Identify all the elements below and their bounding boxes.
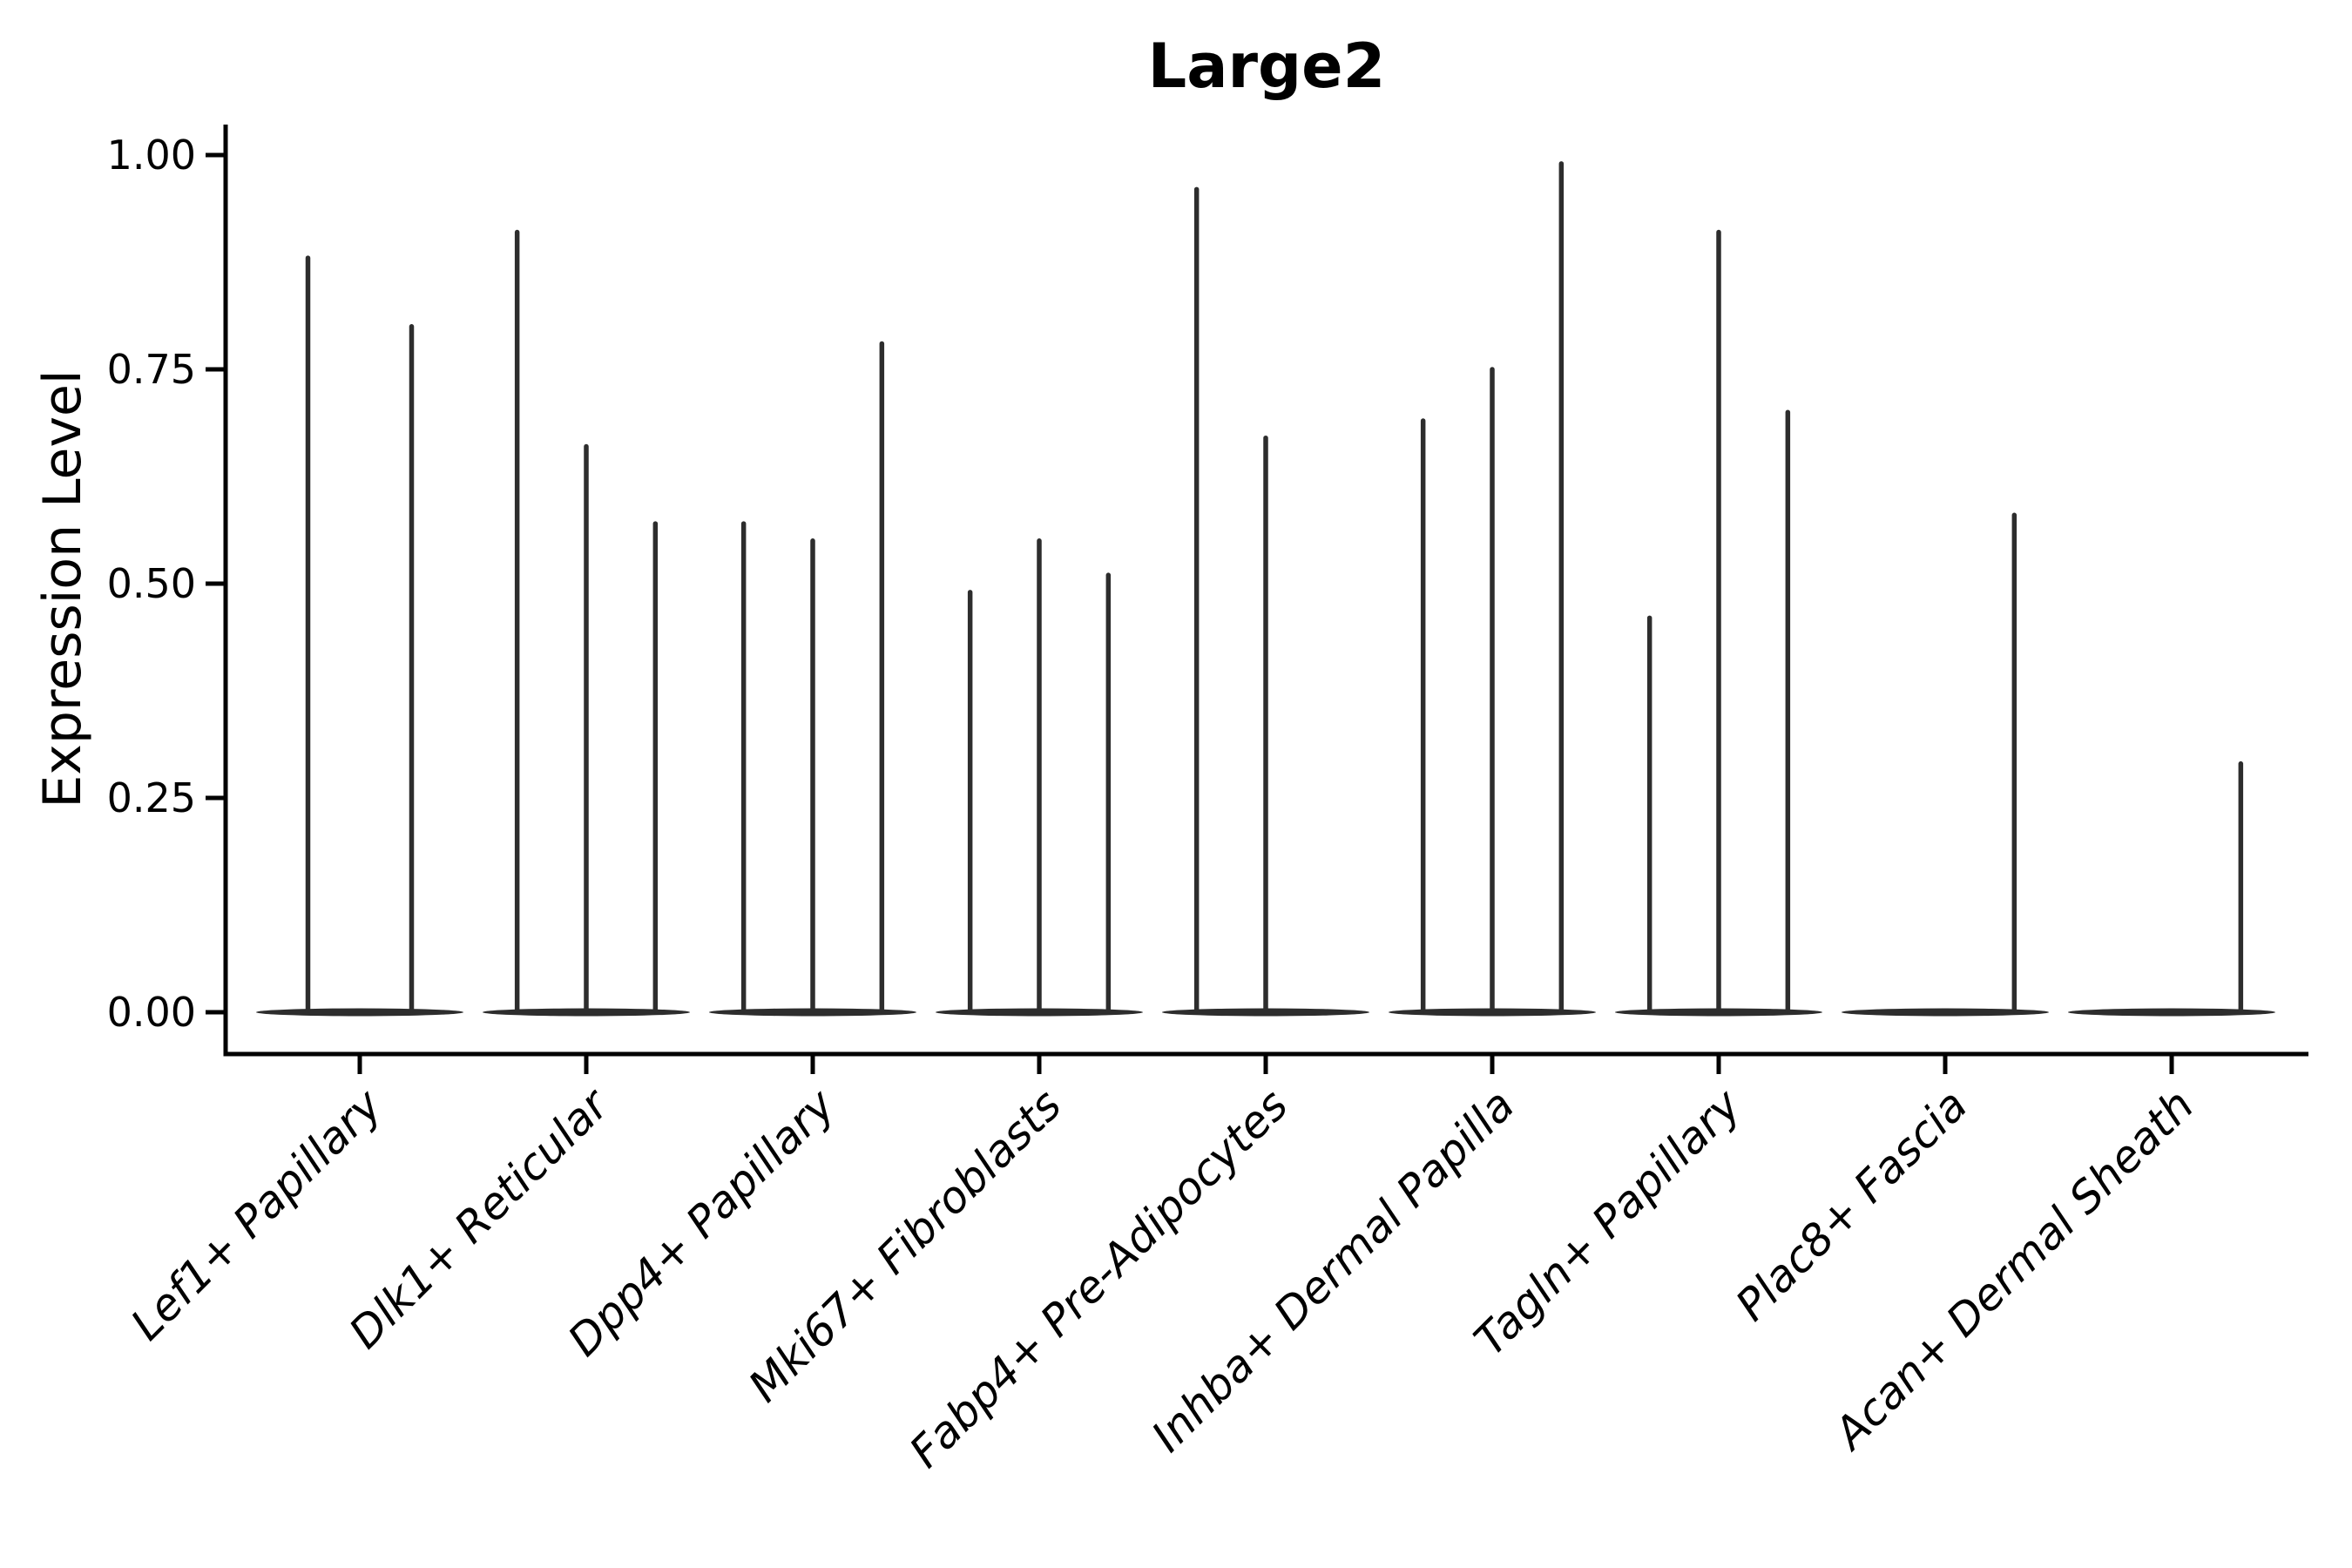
y-tick-label: 0.25 bbox=[107, 774, 196, 821]
x-category-label: Acan+ Dermal Sheath bbox=[1823, 1079, 2204, 1460]
violin-base bbox=[1842, 1008, 2049, 1017]
y-tick-label: 0.00 bbox=[107, 989, 196, 1036]
violin-base bbox=[2068, 1008, 2275, 1017]
chart-title: Large2 bbox=[1148, 30, 1386, 102]
x-category-label: Inhba+ Dermal Papilla bbox=[1142, 1079, 1524, 1461]
y-axis-label: Expression Level bbox=[32, 369, 93, 808]
y-tick-label: 1.00 bbox=[107, 132, 196, 179]
x-category-label: Fabp4+ Pre-Adipocytes bbox=[900, 1079, 1298, 1477]
violin-base bbox=[256, 1008, 463, 1017]
y-tick-label: 0.50 bbox=[107, 560, 196, 607]
y-tick-label: 0.75 bbox=[107, 346, 196, 393]
x-category-label: Plac8+ Fascia bbox=[1727, 1079, 1977, 1330]
